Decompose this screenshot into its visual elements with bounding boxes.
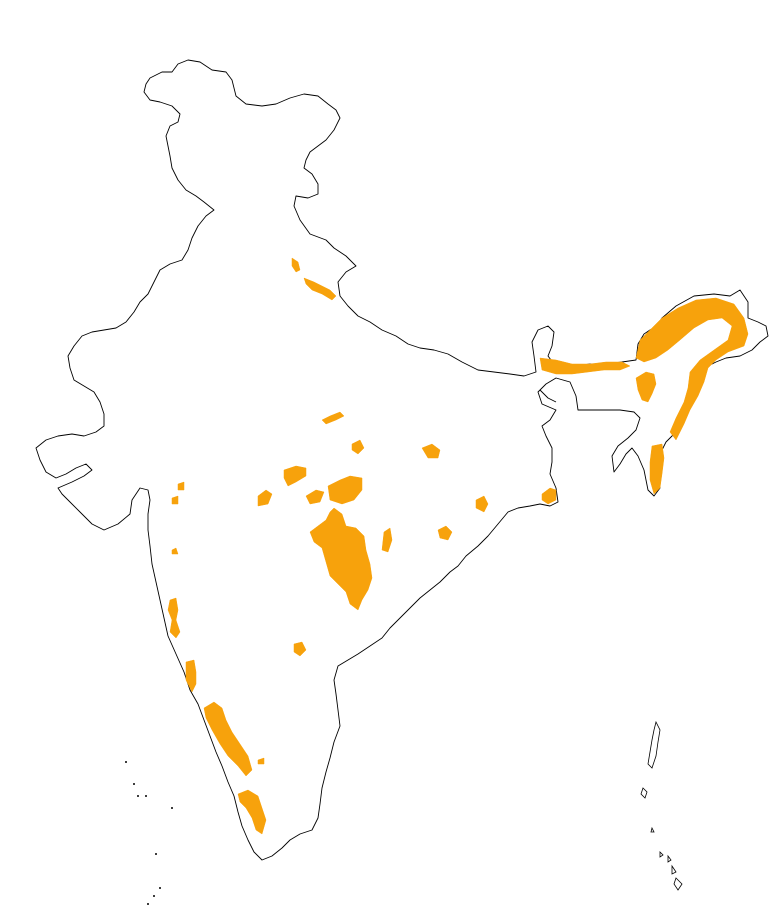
region-central-5 [257, 489, 273, 507]
region-western-ghats-2 [185, 659, 197, 693]
region-western-ghats-4 [237, 789, 267, 835]
highlighted-regions [167, 257, 749, 835]
region-western-ghats-3 [203, 701, 253, 777]
region-central-4 [283, 465, 307, 487]
region-assam-strip [539, 357, 631, 375]
region-central-1 [321, 411, 345, 425]
region-central-11 [293, 641, 307, 657]
region-central-8 [475, 495, 489, 513]
region-uttarakhand-2 [303, 277, 337, 301]
region-arunachal [635, 297, 749, 441]
region-west-bengal [541, 487, 557, 505]
region-western-ghats-1 [167, 597, 181, 639]
region-central-9 [437, 525, 453, 541]
region-central-6 [305, 489, 325, 505]
region-west-2 [171, 495, 179, 505]
region-west-3 [171, 547, 179, 555]
lakshadweep-islands [125, 761, 173, 905]
region-central-large [309, 507, 373, 611]
region-western-ghats-5 [257, 757, 265, 765]
region-central-10 [381, 527, 393, 553]
region-west-1 [177, 481, 185, 491]
region-uttarakhand [291, 257, 301, 273]
india-boundary [35, 59, 769, 861]
region-mizoram [649, 443, 665, 495]
region-central-3 [421, 443, 441, 459]
andaman-nicobar-islands [640, 720, 683, 891]
region-central-7 [327, 475, 363, 505]
region-central-2 [351, 439, 365, 455]
east-boundary-detail [539, 389, 557, 403]
region-meghalaya [635, 371, 657, 403]
